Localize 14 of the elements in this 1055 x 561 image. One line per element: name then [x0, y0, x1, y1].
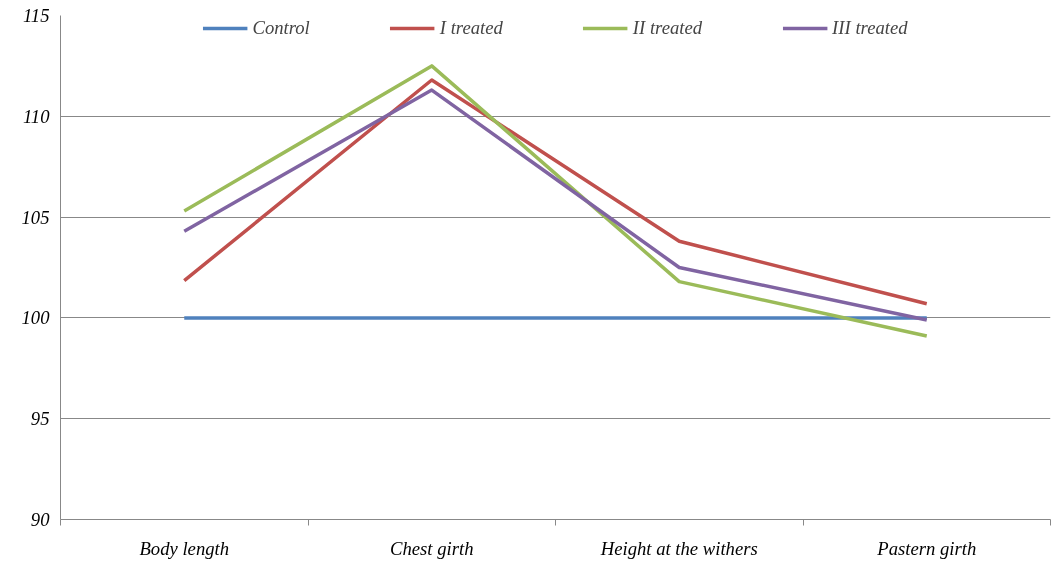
legend-label: Control — [252, 17, 310, 39]
legend-label: I treated — [439, 17, 503, 39]
y-tick-label: 100 — [21, 307, 51, 329]
y-tick-label: 95 — [30, 408, 50, 430]
x-tick-label: Chest girth — [390, 537, 474, 559]
x-tick-label: Body length — [139, 537, 230, 559]
legend-label: II treated — [632, 17, 703, 39]
y-tick-label: 110 — [22, 105, 51, 127]
x-tick-label: Pastern girth — [876, 537, 977, 559]
y-tick-label: 90 — [30, 509, 51, 530]
y-tick-label: 115 — [22, 5, 50, 26]
x-tick-label: Height at the withers — [599, 537, 758, 559]
y-tick-label: 105 — [21, 206, 50, 228]
legend-label: III treated — [832, 17, 908, 39]
